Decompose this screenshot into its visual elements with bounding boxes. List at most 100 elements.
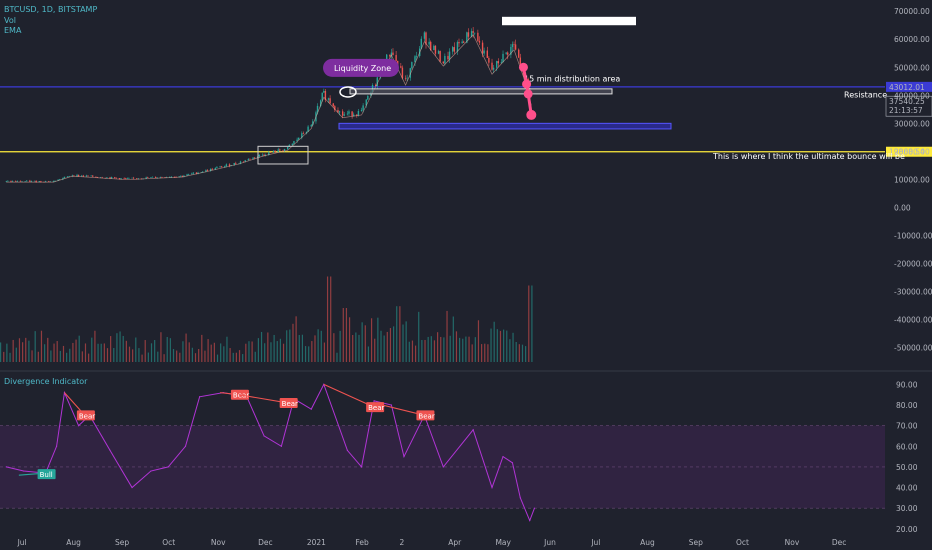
candle-body: [195, 172, 198, 174]
indicator-tick-label: 80.00: [896, 401, 918, 410]
volume-bar: [235, 352, 237, 362]
divergence-label-3: Bear: [368, 404, 384, 412]
liquidity-zone-badge[interactable]: [323, 58, 399, 77]
volume-bar: [468, 336, 470, 362]
volume-bar: [311, 341, 313, 362]
bounce-label: This is where I think the ultimate bounc…: [712, 152, 905, 161]
volume-bar: [503, 329, 505, 362]
candle-body: [442, 61, 444, 64]
indicator-tick-label: 40.00: [896, 484, 918, 493]
support-zone-box[interactable]: [338, 122, 672, 130]
divergence-badge-2: [279, 397, 298, 408]
liquidity-circle[interactable]: [339, 86, 357, 98]
divergence-label-2: Bear: [282, 400, 298, 408]
volume-bar: [138, 348, 140, 362]
candle-body: [519, 57, 522, 65]
price-tick-label: 50000.00: [894, 63, 930, 72]
candle-body: [192, 172, 195, 174]
volume-bar: [421, 339, 423, 362]
volume-bar: [185, 333, 187, 362]
volume-bar: [182, 341, 184, 362]
candle-body: [33, 180, 36, 182]
white-box[interactable]: [502, 16, 636, 26]
candle-body: [252, 157, 254, 160]
price-tick-label: 10000.00: [894, 175, 930, 184]
month-tick-label: 2021: [307, 538, 326, 547]
study-ema[interactable]: EMA: [4, 26, 22, 35]
volume-bar: [94, 330, 96, 362]
candle-body: [106, 177, 108, 179]
indicator-point: [280, 445, 282, 447]
indicator-point: [346, 449, 348, 452]
divergence-badge-5: [37, 469, 56, 480]
candle-body: [283, 149, 286, 151]
projection-point[interactable]: [523, 89, 533, 99]
volume-bar: [147, 352, 149, 362]
candle-body: [447, 55, 449, 60]
candle-body: [272, 150, 275, 153]
study-vol[interactable]: Vol: [4, 16, 16, 25]
consolidation-box[interactable]: [257, 145, 309, 165]
candle-body: [191, 173, 193, 175]
volume-bar: [333, 333, 335, 362]
month-tick-label: Apr: [448, 538, 462, 547]
volume-bar: [525, 346, 527, 362]
projection-point[interactable]: [518, 62, 528, 72]
liquidity-zone-label: Liquidity Zone: [334, 64, 391, 73]
volume-bar: [383, 335, 385, 362]
volume-bar: [493, 321, 495, 362]
candle-body: [505, 52, 507, 54]
countdown-label: 21:13:57: [889, 106, 923, 115]
volume-bar: [216, 354, 219, 362]
volume-bar: [50, 350, 52, 362]
month-tick-label: Dec: [832, 538, 847, 547]
volume-bar: [113, 347, 115, 362]
projection-point[interactable]: [522, 79, 532, 89]
indicator-point: [519, 497, 521, 499]
month-tick-label: Aug: [640, 538, 655, 547]
month-tick-label: Oct: [736, 538, 749, 547]
candle-body: [5, 180, 7, 182]
volume-bar: [6, 343, 8, 362]
volume-bar: [396, 306, 398, 362]
volume-bar: [75, 339, 77, 362]
month-tick-label: Oct: [162, 538, 175, 547]
candle-body: [511, 44, 514, 48]
distribution-box[interactable]: [349, 88, 613, 95]
projection-point[interactable]: [526, 109, 537, 120]
candle-body: [253, 157, 256, 159]
level-badge-0: [886, 81, 932, 92]
indicator-point: [502, 455, 504, 458]
volume-bar: [97, 343, 99, 362]
candle-body: [279, 149, 281, 151]
volume-bar: [528, 285, 530, 362]
volume-bar: [330, 276, 332, 362]
volume-bar: [44, 344, 46, 362]
volume-bar: [172, 349, 175, 362]
candle-body: [466, 32, 468, 43]
volume-bar: [91, 337, 93, 362]
price-tick-label: -50000.00: [894, 344, 932, 353]
indicator-point: [442, 466, 444, 468]
candle-body: [126, 178, 129, 179]
candle-body: [486, 50, 489, 58]
candle-body: [19, 180, 22, 182]
candle-body: [467, 32, 470, 37]
volume-bar: [132, 349, 134, 362]
volume-bar: [408, 341, 410, 362]
candle-body: [110, 177, 113, 179]
candle-body: [357, 111, 360, 116]
symbol-title[interactable]: BTCUSD, 1D, BITSTAMP: [4, 5, 98, 14]
divergence-line-3: [323, 383, 375, 408]
indicator-point: [55, 445, 58, 447]
indicator-point: [167, 466, 169, 468]
volume-bar: [110, 336, 112, 362]
volume-bar: [15, 347, 17, 362]
volume-bar: [103, 343, 105, 362]
candle-body: [415, 56, 418, 57]
volume-bar: [198, 348, 200, 362]
candle-body: [214, 167, 217, 170]
volume-bar: [386, 331, 388, 362]
volume-bar: [292, 323, 294, 362]
